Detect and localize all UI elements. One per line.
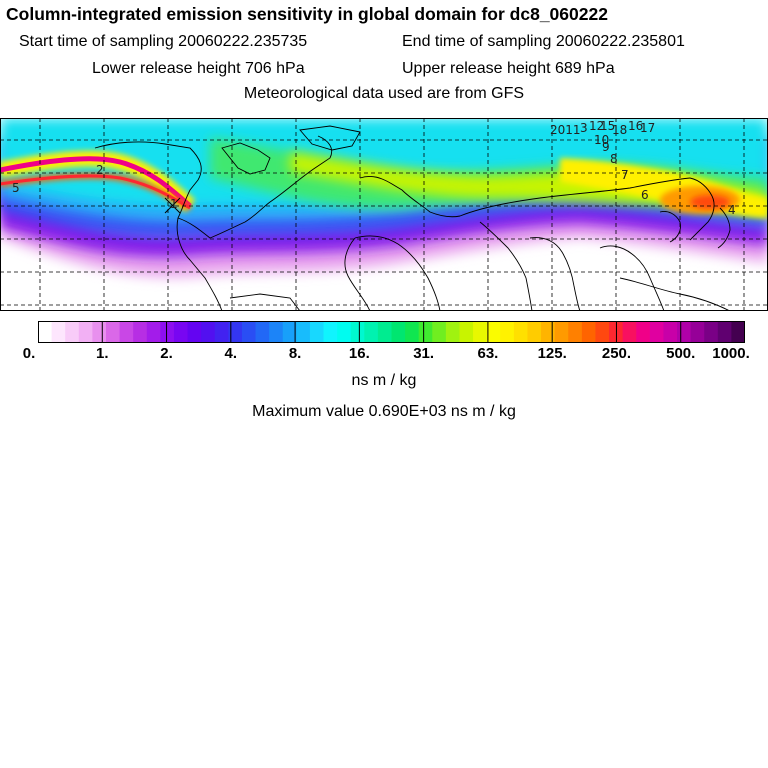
map-label: 5 [12,181,20,195]
colorbar-swatch [214,321,229,343]
colorbar-swatch [663,321,678,343]
colorbar-swatch [527,321,542,343]
colorbar-swatch [269,321,284,343]
colorbar-swatch [160,321,175,343]
map-label: 4 [728,203,736,217]
colorbar-tick-label: 8. [288,345,302,362]
colorbar-swatch [119,321,134,343]
colorbar-tick-label: 0. [22,345,36,362]
colorbar-swatch [595,321,610,343]
colorbar-tick-label: 125. [537,345,567,362]
colorbar-swatch [649,321,665,343]
map-label: 9 [602,140,610,154]
plot-title: Column-integrated emission sensitivity i… [6,4,608,24]
map-label: 1 [170,197,178,211]
colorbar-swatch [309,321,325,343]
colorbar-swatch [241,321,257,343]
colorbar-tick-label: 31. [413,345,435,362]
colorbar-swatch [717,321,733,343]
colorbar-swatch [323,321,338,343]
colorbar-tick-label: 500. [666,345,696,362]
colorbar-swatch [568,321,583,343]
map-label: 3 [580,121,588,135]
colorbar-swatch [541,321,556,343]
meteo-source: Meteorological data used are from GFS [243,85,525,102]
colorbar-tick-label: 2. [160,345,173,362]
colorbar-swatch [51,321,66,343]
colorbar-swatch [377,321,393,343]
colorbar-swatch [581,321,597,343]
colorbar-tick-label: 63. [477,345,499,362]
colorbar-swatch [486,321,501,343]
emission-sensitivity-map: 2011 3 12 15 16 17 18 10 9 8 7 6 5 4 2 1 [0,118,768,311]
colorbar-swatch [65,321,80,343]
colorbar-swatch [133,321,148,343]
colorbar-swatch [731,321,745,343]
colorbar-swatch [704,321,719,343]
map-label: 17 [640,121,655,135]
upper-release-height: Upper release height 689 hPa [402,60,615,77]
colorbar-swatch [473,321,488,343]
map-label: 12 [589,119,604,133]
colorbar-swatch [78,321,93,343]
colorbar-swatch [513,321,529,343]
colorbar-unit: ns m / kg [351,372,417,389]
end-time: End time of sampling 20060222.235801 [402,33,685,50]
colorbar [38,321,745,343]
colorbar-swatch [445,321,461,343]
colorbar-frame [38,321,745,343]
map-label: 8 [610,152,618,166]
colorbar-swatch [228,321,243,343]
map-label: 15 [600,119,615,133]
colorbar-swatch [554,321,569,343]
colorbar-swatch [201,321,216,343]
colorbar-swatch [364,321,379,343]
colorbar-tick-label: 250. [601,345,632,362]
colorbar-swatch [500,321,515,343]
colorbar-swatch [391,321,406,343]
colorbar-swatch [677,321,692,343]
colorbar-swatch [690,321,705,343]
map-label: 6 [641,188,649,202]
map-label: 18 [612,123,627,137]
colorbar-swatch [337,321,352,343]
map-label: 7 [621,168,629,182]
colorbar-swatch [296,321,311,343]
colorbar-swatch [418,321,433,343]
map-label: 2011 [550,123,581,137]
colorbar-swatch [173,321,189,343]
colorbar-swatch [622,321,637,343]
colorbar-swatch [405,321,420,343]
colorbar-swatch [187,321,202,343]
colorbar-swatch [38,321,53,343]
colorbar-swatch [350,321,365,343]
lower-release-height: Lower release height 706 hPa [92,60,305,77]
start-time: Start time of sampling 20060222.235735 [19,33,308,50]
colorbar-tick-label: 1. [96,345,109,362]
colorbar-swatch [432,321,447,343]
colorbar-swatch [282,321,297,343]
release-point-marker [164,197,181,214]
colorbar-tick-label: 16. [348,345,370,362]
colorbar-tick-label: 4. [224,345,238,362]
colorbar-swatch [255,321,270,343]
colorbar-swatch [105,321,121,343]
colorbar-swatch [92,321,107,343]
map-label: 2 [96,163,104,177]
maximum-value: Maximum value 0.690E+03 ns m / kg [252,403,516,420]
colorbar-tick-label: 1000. [712,345,750,362]
map-label: 16 [628,119,643,133]
colorbar-swatch [636,321,651,343]
map-label: 10 [594,133,609,147]
colorbar-swatch [146,321,161,343]
colorbar-swatch [459,321,474,343]
